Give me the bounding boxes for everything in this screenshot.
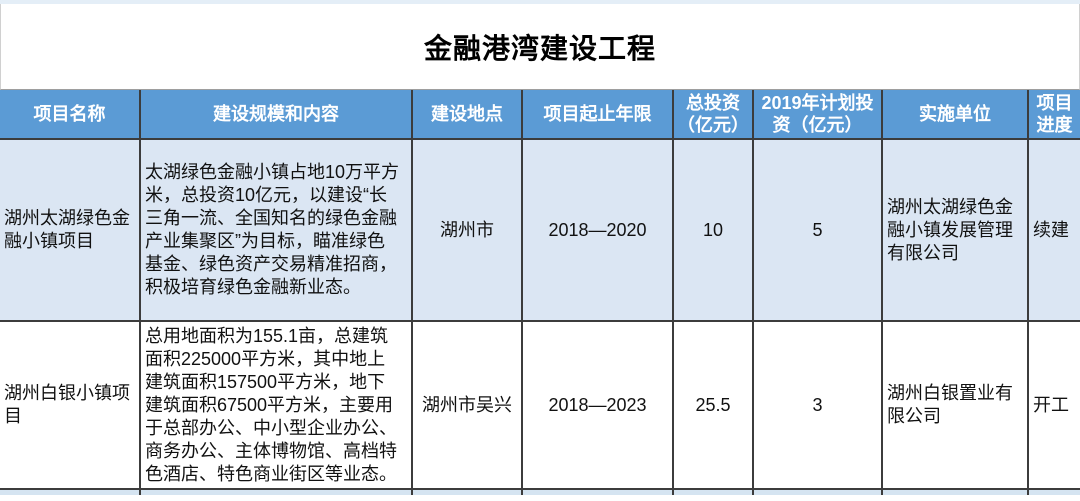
cell-period: 2018—2020 (521, 138, 674, 322)
column-header-2019-plan: 2019年计划投 资（亿元） (752, 90, 883, 140)
cell-total-investment: 10 (672, 138, 754, 322)
cell-period: 2018—2023 (521, 320, 674, 490)
title-block: 金融港湾建设工程 (0, 4, 1080, 90)
cell-progress: 开工 (1027, 320, 1080, 490)
cell-location: 湖州市 (411, 138, 523, 322)
table-row-taihu-green-finance-town: 湖州太湖绿色金 融小镇项目 太湖绿色金融小镇占地10万平方 米，总投资10亿元，… (0, 138, 1080, 322)
top-accent-strip (0, 0, 1080, 4)
cell-2019-plan: 3 (752, 320, 883, 490)
column-header-project-name: 项目名称 (0, 90, 141, 140)
cutoff-next-row-sliver (0, 488, 1080, 495)
column-header-period: 项目起止年限 (521, 90, 674, 140)
cell-implementing-unit: 湖州太湖绿色金 融小镇发展管理 有限公司 (881, 138, 1029, 322)
projects-table: 项目名称 建设规模和内容 建设地点 项目起止年限 总投资 （亿元） 2019年计… (0, 90, 1080, 495)
column-header-progress: 项目 进度 (1027, 90, 1080, 140)
table-row-baiyin-town: 湖州白银小镇项 目 总用地面积为155.1亩，总建筑 面积225000平方米，其… (0, 320, 1080, 490)
column-header-total-investment: 总投资 （亿元） (672, 90, 754, 140)
cell-implementing-unit: 湖州白银置业有 限公司 (881, 320, 1029, 490)
cell-location: 湖州市吴兴 (411, 320, 523, 490)
cell-scale-content: 总用地面积为155.1亩，总建筑 面积225000平方米，其中地上 建筑面积15… (139, 320, 413, 490)
page-title: 金融港湾建设工程 (423, 32, 656, 64)
column-header-scale-content: 建设规模和内容 (139, 90, 413, 140)
cell-total-investment: 25.5 (672, 320, 754, 490)
header-row: 项目名称 建设规模和内容 建设地点 项目起止年限 总投资 （亿元） 2019年计… (0, 90, 1080, 140)
column-header-location: 建设地点 (411, 90, 523, 140)
cell-project-name: 湖州白银小镇项 目 (0, 320, 141, 490)
cell-progress: 续建 (1027, 138, 1080, 322)
cell-project-name: 湖州太湖绿色金 融小镇项目 (0, 138, 141, 322)
cell-scale-content: 太湖绿色金融小镇占地10万平方 米，总投资10亿元，以建设“长 三角一流、全国知… (139, 138, 413, 322)
cell-2019-plan: 5 (752, 138, 883, 322)
column-header-implementing-unit: 实施单位 (881, 90, 1029, 140)
